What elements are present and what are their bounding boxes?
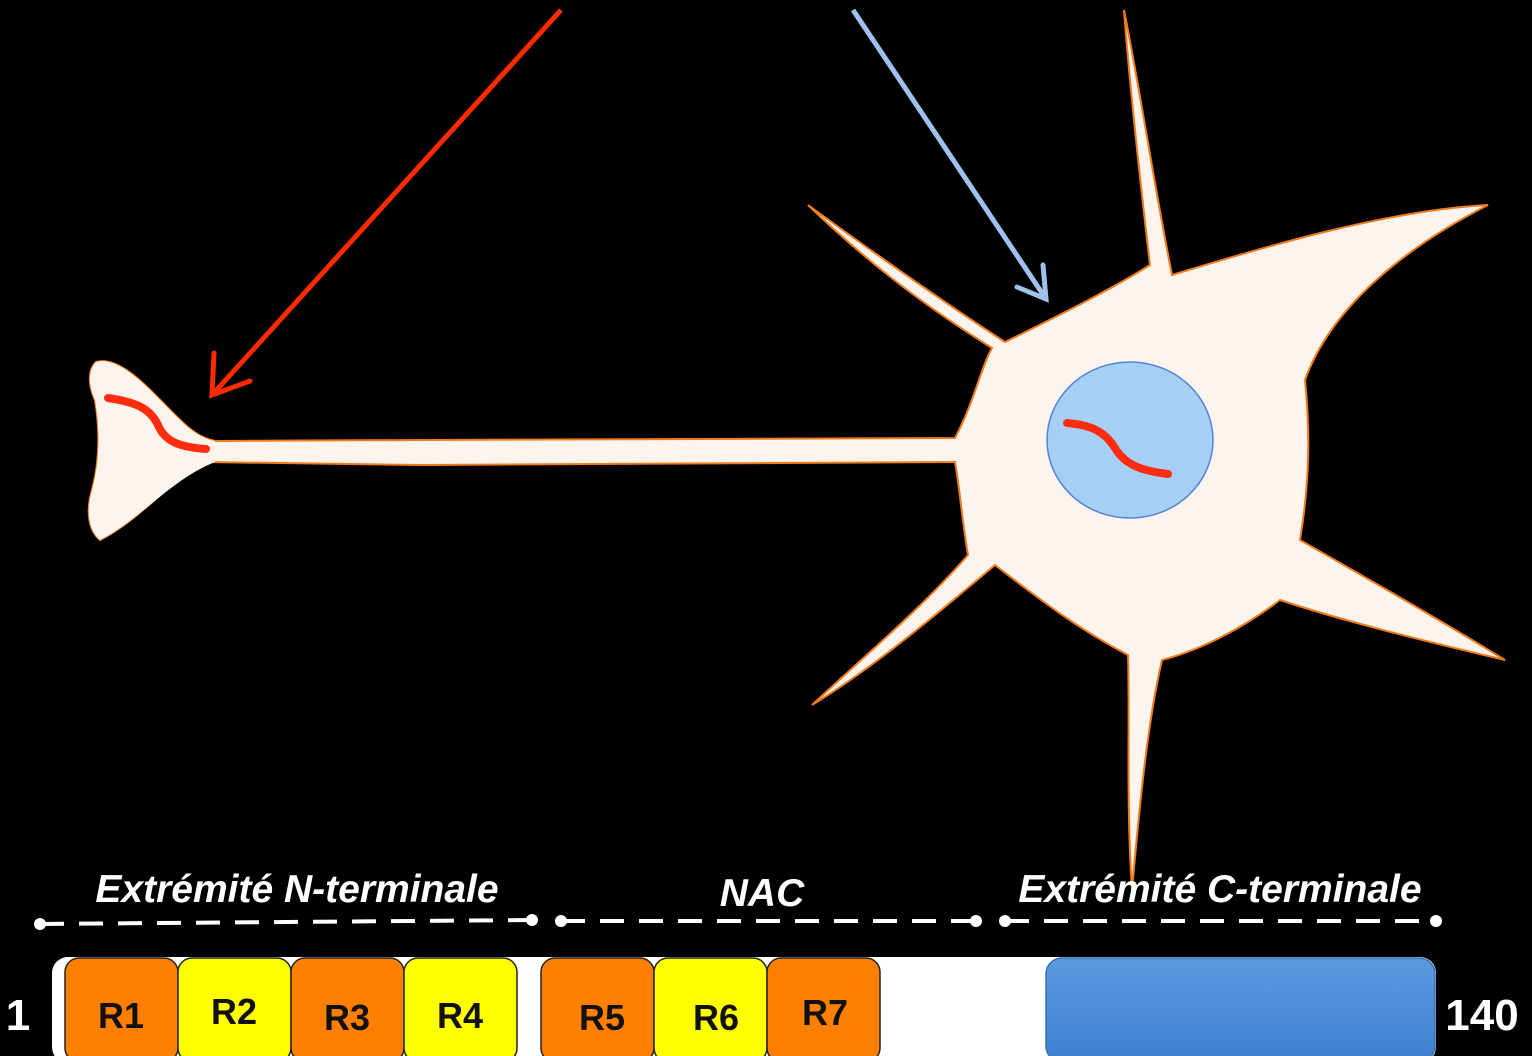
repeat-r1: R1 — [64, 957, 179, 1056]
divider-n-terminal — [34, 914, 538, 930]
repeat-r7-box — [766, 957, 881, 1056]
repeat-r3-label: R3 — [324, 997, 370, 1038]
nucleus — [1046, 361, 1214, 519]
repeat-r4-label: R4 — [437, 995, 483, 1036]
arrow-to-axon-terminal — [209, 8, 563, 399]
region-title-nac: NAC — [720, 872, 805, 915]
repeat-r5-label: R5 — [579, 997, 625, 1038]
repeat-r4-box — [403, 957, 518, 1056]
repeat-r6-label: R6 — [693, 997, 739, 1038]
arrows — [209, 8, 1049, 399]
repeat-r7: R7 — [766, 957, 881, 1056]
repeat-r2-label: R2 — [211, 991, 257, 1032]
neuron — [87, 9, 1506, 891]
region-titles: Extrémité N-terminale NAC Extrémité C-te… — [95, 868, 1421, 915]
region-dividers — [34, 914, 1442, 930]
region-title-c-terminal: Extrémité C-terminale — [1018, 868, 1421, 911]
axon-terminal — [88, 361, 215, 540]
c-terminal-domain — [1045, 957, 1436, 1056]
repeat-r1-label: R1 — [98, 995, 144, 1036]
repeat-r2: R2 — [177, 957, 292, 1056]
divider-nac — [555, 915, 982, 927]
region-title-n-terminal: Extrémité N-terminale — [95, 868, 498, 911]
synuclein-mark-terminal — [104, 394, 210, 453]
repeat-r7-label: R7 — [802, 992, 848, 1033]
repeat-r5: R5 — [540, 957, 655, 1056]
divider-c-terminal — [999, 915, 1442, 927]
repeat-r4: R4 — [403, 957, 518, 1056]
synuclein-mark-nucleus — [1063, 419, 1172, 478]
protein-bar: 1 140 R1 R2 R3 R4 R5 R6 R7 — [6, 957, 1519, 1056]
repeat-r6: R6 — [653, 957, 768, 1056]
arrow-to-nucleus — [850, 8, 1049, 303]
start-residue-label: 1 — [6, 991, 30, 1040]
end-residue-label: 140 — [1445, 991, 1518, 1040]
repeat-r3: R3 — [290, 957, 405, 1056]
